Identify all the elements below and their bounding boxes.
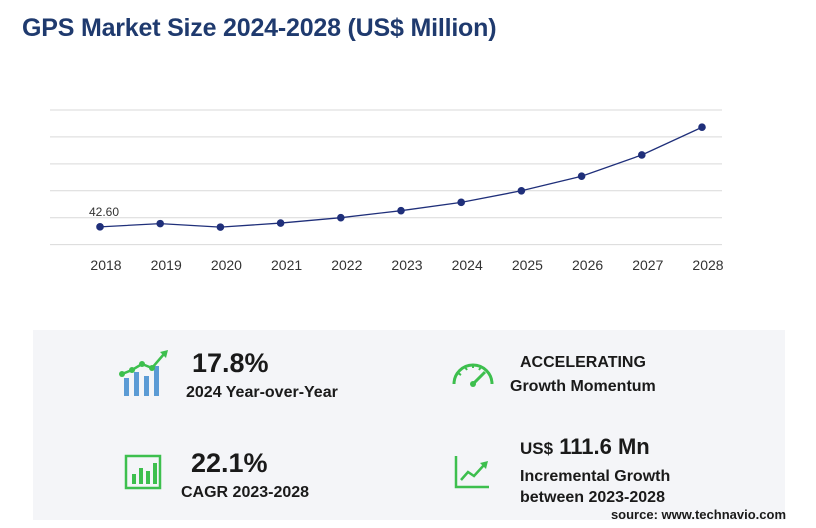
x-tick-label: 2027 <box>632 257 663 273</box>
incremental-value: 111.6 Mn <box>559 434 650 459</box>
x-tick-label: 2019 <box>151 257 182 273</box>
source-credit: source: www.technavio.com <box>610 507 786 522</box>
bar-chart-icon <box>124 454 162 490</box>
data-point <box>577 172 586 181</box>
incremental-value-row: US$ 111.6 Mn <box>520 434 650 460</box>
x-tick-label: 2024 <box>452 257 483 273</box>
x-tick-label: 2026 <box>572 257 603 273</box>
incremental-prefix: US$ <box>520 439 554 458</box>
x-tick-label: 2025 <box>512 257 543 273</box>
data-point <box>457 198 466 207</box>
chart-title: GPS Market Size 2024-2028 (US$ Million) <box>22 14 497 42</box>
data-point <box>276 219 285 227</box>
data-point <box>96 223 104 231</box>
cagr-label: CAGR 2023-2028 <box>181 484 310 501</box>
cagr-value: 22.1% <box>191 448 268 478</box>
data-point <box>638 151 646 159</box>
growth-chart-icon <box>119 350 168 396</box>
incremental-line2: between 2023-2028 <box>520 489 665 506</box>
yoy-value: 17.8% <box>192 348 269 378</box>
x-tick-label: 2023 <box>391 257 422 273</box>
data-point <box>397 206 405 215</box>
x-tick-label: 2028 <box>692 257 723 273</box>
data-point <box>156 219 164 228</box>
data-label: 42.60 <box>89 205 119 219</box>
incremental-line1: Incremental Growth <box>520 468 671 485</box>
yoy-label: 2024 Year-over-Year <box>186 384 338 401</box>
speedometer-icon <box>452 363 494 387</box>
incremental-label: Incremental Growth between 2023-2028 <box>520 466 670 508</box>
data-point <box>698 123 706 132</box>
data-point <box>337 213 345 222</box>
data-point <box>517 186 526 195</box>
line-chart: 42.60 2018 2019 2020 2021 2022 2023 2024 2025 202… <box>50 109 724 273</box>
x-tick-label: 2021 <box>271 257 302 273</box>
momentum-line1: ACCELERATING <box>520 354 646 371</box>
data-point <box>216 223 225 231</box>
x-tick-label: 2022 <box>331 257 362 273</box>
trend-up-icon <box>454 456 489 489</box>
momentum-line2: Growth Momentum <box>510 378 656 395</box>
x-tick-label: 2018 <box>90 257 121 273</box>
x-tick-label: 2020 <box>211 257 242 273</box>
